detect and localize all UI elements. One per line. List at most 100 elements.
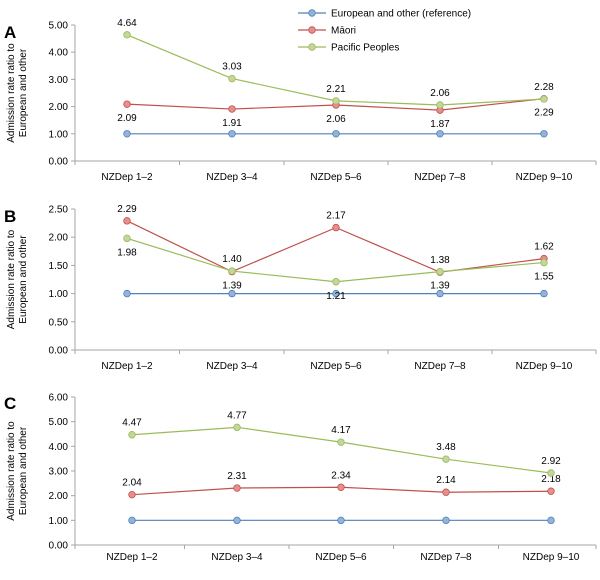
- data-point: [233, 423, 241, 432]
- data-label: 2.04: [122, 478, 142, 489]
- y-tick-label: 0.50: [49, 317, 69, 328]
- panel-letter: A: [4, 23, 16, 42]
- x-tick-label: NZDep 5–6: [310, 361, 362, 372]
- y-tick-label: 0.00: [49, 346, 69, 357]
- data-label: 2.92: [541, 456, 561, 467]
- data-label: 2.28: [534, 82, 554, 93]
- data-point: [123, 100, 131, 108]
- data-label: 2.21: [326, 84, 346, 95]
- y-tick-label: 1.00: [49, 289, 69, 300]
- y-axis-title: Admission rate ratio toEuropean and othe…: [6, 43, 29, 143]
- y-tick-label: 2.00: [49, 491, 69, 502]
- series-line-2: [126, 237, 545, 283]
- x-tick-label: NZDep 9–10: [516, 172, 573, 183]
- x-tick-label: NZDep 7–8: [414, 361, 466, 372]
- data-label: 2.34: [331, 470, 351, 481]
- y-axis-title-line: European and other: [18, 48, 29, 137]
- y-tick-label: 1.50: [49, 261, 69, 272]
- x-tick-label: NZDep 3–4: [206, 172, 258, 183]
- data-point: [436, 101, 444, 109]
- data-point: [436, 289, 444, 298]
- x-tick-label: NZDep 1–2: [101, 361, 153, 372]
- data-label: 2.29: [534, 108, 554, 119]
- data-label: 1.87: [430, 119, 450, 130]
- x-tick-label: NZDep 5–6: [315, 552, 367, 563]
- data-point: [540, 130, 548, 138]
- legend-entry: European and other (reference): [331, 9, 471, 20]
- data-label: 4.77: [227, 410, 247, 421]
- legend: European and other (reference) Māori Pacif…: [298, 9, 471, 54]
- data-point: [540, 258, 548, 267]
- data-label: 1.40: [222, 254, 242, 265]
- y-axis-title-line: Admission rate ratio to: [6, 43, 17, 143]
- data-point: [233, 484, 241, 492]
- data-label: 1.62: [534, 242, 554, 253]
- y-tick-label: 1.00: [49, 129, 69, 140]
- data-label: 1.38: [430, 255, 450, 266]
- x-tick-label: NZDep 9–10: [516, 361, 573, 372]
- y-tick-label: 5.00: [49, 21, 69, 32]
- data-label: 2.18: [541, 474, 561, 485]
- data-point: [123, 217, 131, 225]
- data-label: 1.21: [326, 291, 346, 302]
- y-axis-title-line: European and other: [18, 426, 29, 515]
- data-label: 2.06: [430, 88, 450, 99]
- y-tick-label: 0.00: [49, 541, 69, 552]
- data-label: 1.55: [534, 272, 554, 283]
- y-axis-title-line: Admission rate ratio to: [6, 421, 17, 521]
- data-point: [547, 487, 555, 495]
- y-tick-label: 6.00: [49, 393, 69, 404]
- data-point: [228, 267, 236, 275]
- data-label: 1.39: [222, 281, 242, 292]
- data-point: [442, 488, 450, 496]
- data-point: [436, 130, 444, 138]
- y-axis-title: Admission rate ratio toEuropean and othe…: [6, 421, 29, 521]
- x-tick-label: NZDep 1–2: [101, 172, 153, 183]
- data-point: [540, 95, 548, 103]
- y-tick-label: 2.50: [49, 205, 69, 216]
- data-label: 4.47: [122, 418, 142, 429]
- y-tick-label: 4.00: [49, 48, 69, 59]
- x-tick-label: NZDep 3–4: [211, 552, 263, 563]
- y-tick-label: 5.00: [49, 417, 69, 428]
- data-point: [123, 289, 131, 298]
- data-point: [128, 490, 136, 499]
- data-label: 2.29: [117, 204, 137, 215]
- legend-entry: Pacific Peoples: [331, 43, 399, 54]
- y-tick-label: 1.00: [49, 516, 69, 527]
- x-tick-label: NZDep 5–6: [310, 172, 362, 183]
- y-tick-label: 3.00: [49, 75, 69, 86]
- data-point: [332, 289, 340, 298]
- data-point: [337, 516, 345, 525]
- data-label: 4.17: [331, 425, 351, 436]
- x-tick-label: NZDep 7–8: [420, 552, 472, 563]
- data-label: 1.91: [222, 118, 242, 129]
- data-point: [547, 516, 555, 525]
- data-label: 1.39: [430, 281, 450, 292]
- data-label: 3.48: [436, 442, 456, 453]
- data-point: [332, 223, 340, 232]
- y-tick-label: 3.00: [49, 467, 69, 478]
- y-tick-label: 2.00: [49, 233, 69, 244]
- y-tick-label: 0.00: [49, 157, 69, 168]
- y-axis-title: Admission rate ratio toEuropean and othe…: [6, 229, 29, 329]
- data-label: 2.31: [227, 471, 247, 482]
- data-point: [337, 483, 345, 491]
- data-point: [540, 289, 548, 298]
- data-point: [128, 516, 136, 525]
- legend-swatch-marker: [308, 43, 316, 51]
- data-point: [228, 289, 236, 298]
- legend-swatch-marker: [308, 26, 316, 34]
- data-point: [228, 130, 236, 138]
- y-axis-title-line: European and other: [18, 235, 29, 324]
- data-point: [332, 130, 340, 138]
- data-point: [332, 278, 340, 286]
- y-axis-title-line: Admission rate ratio to: [6, 229, 17, 329]
- y-tick-label: 4.00: [49, 442, 69, 453]
- data-label: 2.17: [326, 211, 346, 222]
- panel-letter: C: [4, 394, 16, 413]
- chart-panel-A: A 0.00 1.00 2.00 3.00 4.00 5.00 NZDep 1–2 NZDep …: [4, 18, 597, 183]
- data-point: [442, 455, 450, 463]
- data-label: 3.03: [222, 62, 242, 73]
